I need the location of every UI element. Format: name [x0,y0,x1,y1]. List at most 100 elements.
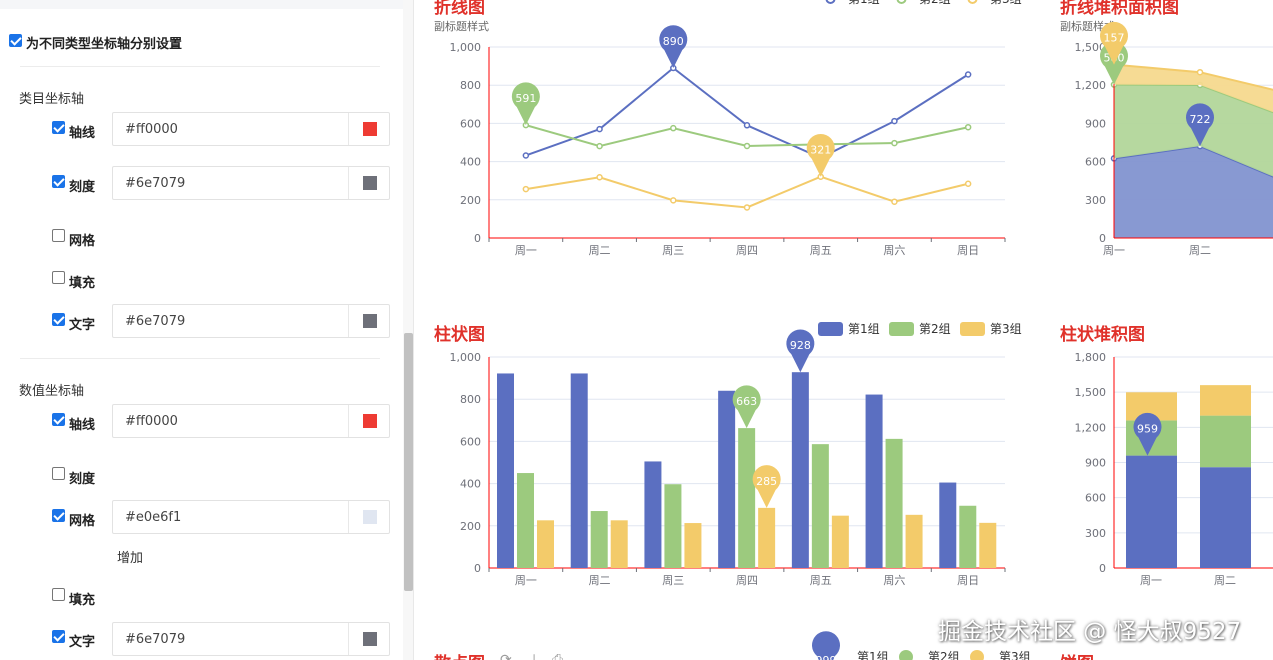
y-tick-label: 900 [1085,457,1106,470]
color-swatch[interactable] [363,176,377,190]
zoom-icon[interactable]: ⊥ [528,652,541,660]
legend-label: 第2组 [928,650,960,660]
data-point [964,180,972,188]
legend-swatch [889,322,914,336]
y-tick-label: 800 [460,79,481,92]
add-grid-link[interactable]: 增加 [117,551,144,566]
bar-series-3 [905,514,923,568]
value-axisline-color-input[interactable]: #ff0000 [112,404,390,438]
watermark: 掘金技术社区 @ 怪大叔9527 [938,619,1242,645]
data-point [891,139,898,147]
bar-series-1 [939,482,957,568]
scrollbar-thumb[interactable] [404,333,413,591]
separate-axis-label: 为不同类型坐标轴分别设置 [26,37,183,52]
data-point [1196,81,1204,89]
scatter-badge-label: 999 [816,654,837,660]
save-image-icon[interactable]: ⎙ [552,652,564,660]
x-tick-label: 周一 [515,244,537,257]
x-tick-label: 周四 [736,574,758,587]
max-marker: 959 [1133,412,1162,456]
category-tick-label: 刻度 [69,180,96,195]
x-tick-label: 周四 [736,244,758,257]
legend-label: 第2组 [919,0,951,6]
divider [20,66,380,67]
scrollbar-track[interactable] [403,0,413,660]
value-text-label: 文字 [69,635,96,650]
stack-bar-chart-title: 柱状堆积图 [1060,325,1145,345]
max-marker-label: 321 [810,144,831,157]
bar-series-3 [537,520,554,568]
legend-swatch [818,322,843,336]
value-grid-color-input[interactable]: #e0e6f1 [112,500,390,534]
data-point [1196,142,1204,150]
category-text-color-input[interactable]: #6e7079 [112,304,390,338]
refresh-icon[interactable]: ⟳ [500,652,512,660]
stack-bar-series-3 [1126,392,1177,421]
scatter-badge: 999 [812,631,840,660]
bar-series-2 [590,511,608,568]
category-axisline-checkbox[interactable] [52,121,65,134]
y-tick-label: 900 [1085,117,1106,130]
value-grid-checkbox[interactable] [52,509,65,522]
color-swatch[interactable] [363,632,377,646]
value-text-color-input[interactable]: #6e7079 [112,622,390,656]
stack-area-chart-title: 折线堆积面积图 [1060,0,1179,18]
legend-marker [967,0,978,4]
line-chart-subtitle: 副标题样式 [434,20,489,33]
color-value: #6e7079 [125,314,186,329]
category-text-checkbox[interactable] [52,313,65,326]
value-text-checkbox[interactable] [52,630,65,643]
line-chart-title: 折线图 [434,0,485,18]
y-tick-label: 0 [1099,562,1106,575]
x-tick-label: 周二 [1189,244,1211,257]
max-marker-shape [732,385,761,429]
y-tick-label: 800 [460,393,481,406]
max-marker: 321 [806,133,835,177]
x-tick-label: 周二 [589,244,611,257]
category-tick-color-input[interactable]: #6e7079 [112,166,390,200]
data-point [743,204,751,211]
y-tick-label: 0 [474,232,481,245]
bar-series-1 [644,461,662,568]
color-swatch[interactable] [363,122,377,136]
bar-series-2 [517,473,534,568]
area-series-2 [1114,84,1273,177]
color-swatch[interactable] [363,510,377,524]
data-point [670,197,677,204]
data-point [596,174,603,181]
bar-series-2 [664,484,682,568]
max-marker: 928 [786,329,815,373]
max-marker-label: 663 [736,395,757,408]
color-swatch[interactable] [363,314,377,328]
separate-axis-checkbox[interactable] [9,34,22,47]
x-tick-label: 周二 [589,574,611,587]
data-point [817,154,824,162]
data-point [964,71,972,78]
max-marker-shape [786,329,815,373]
category-fill-label: 填充 [69,276,96,291]
value-fill-checkbox[interactable] [52,588,65,601]
x-tick-label: 周一 [1140,574,1162,587]
color-swatch[interactable] [363,414,377,428]
legend-dot [970,650,984,660]
value-axisline-checkbox[interactable] [52,413,65,426]
stack-bar-series-1 [1200,467,1251,568]
legend-label: 第3组 [999,650,1031,660]
data-point [522,185,530,193]
category-axisline-color-input[interactable]: #ff0000 [112,112,390,146]
data-point [817,173,824,180]
value-fill-label: 填充 [69,593,96,608]
max-marker-label: 722 [1190,113,1211,126]
max-marker-shape [1099,41,1128,85]
bar-series-1 [497,373,514,568]
y-tick-label: 1,800 [1075,351,1107,364]
category-grid-checkbox[interactable] [52,229,65,242]
x-tick-label: 周六 [883,244,905,257]
bar-series-1 [718,390,736,568]
value-tick-checkbox[interactable] [52,467,65,480]
category-tick-checkbox[interactable] [52,175,65,188]
x-tick-label: 周三 [662,574,684,587]
category-fill-checkbox[interactable] [52,271,65,284]
bar-series-3 [831,515,849,568]
color-value: #6e7079 [125,176,186,191]
